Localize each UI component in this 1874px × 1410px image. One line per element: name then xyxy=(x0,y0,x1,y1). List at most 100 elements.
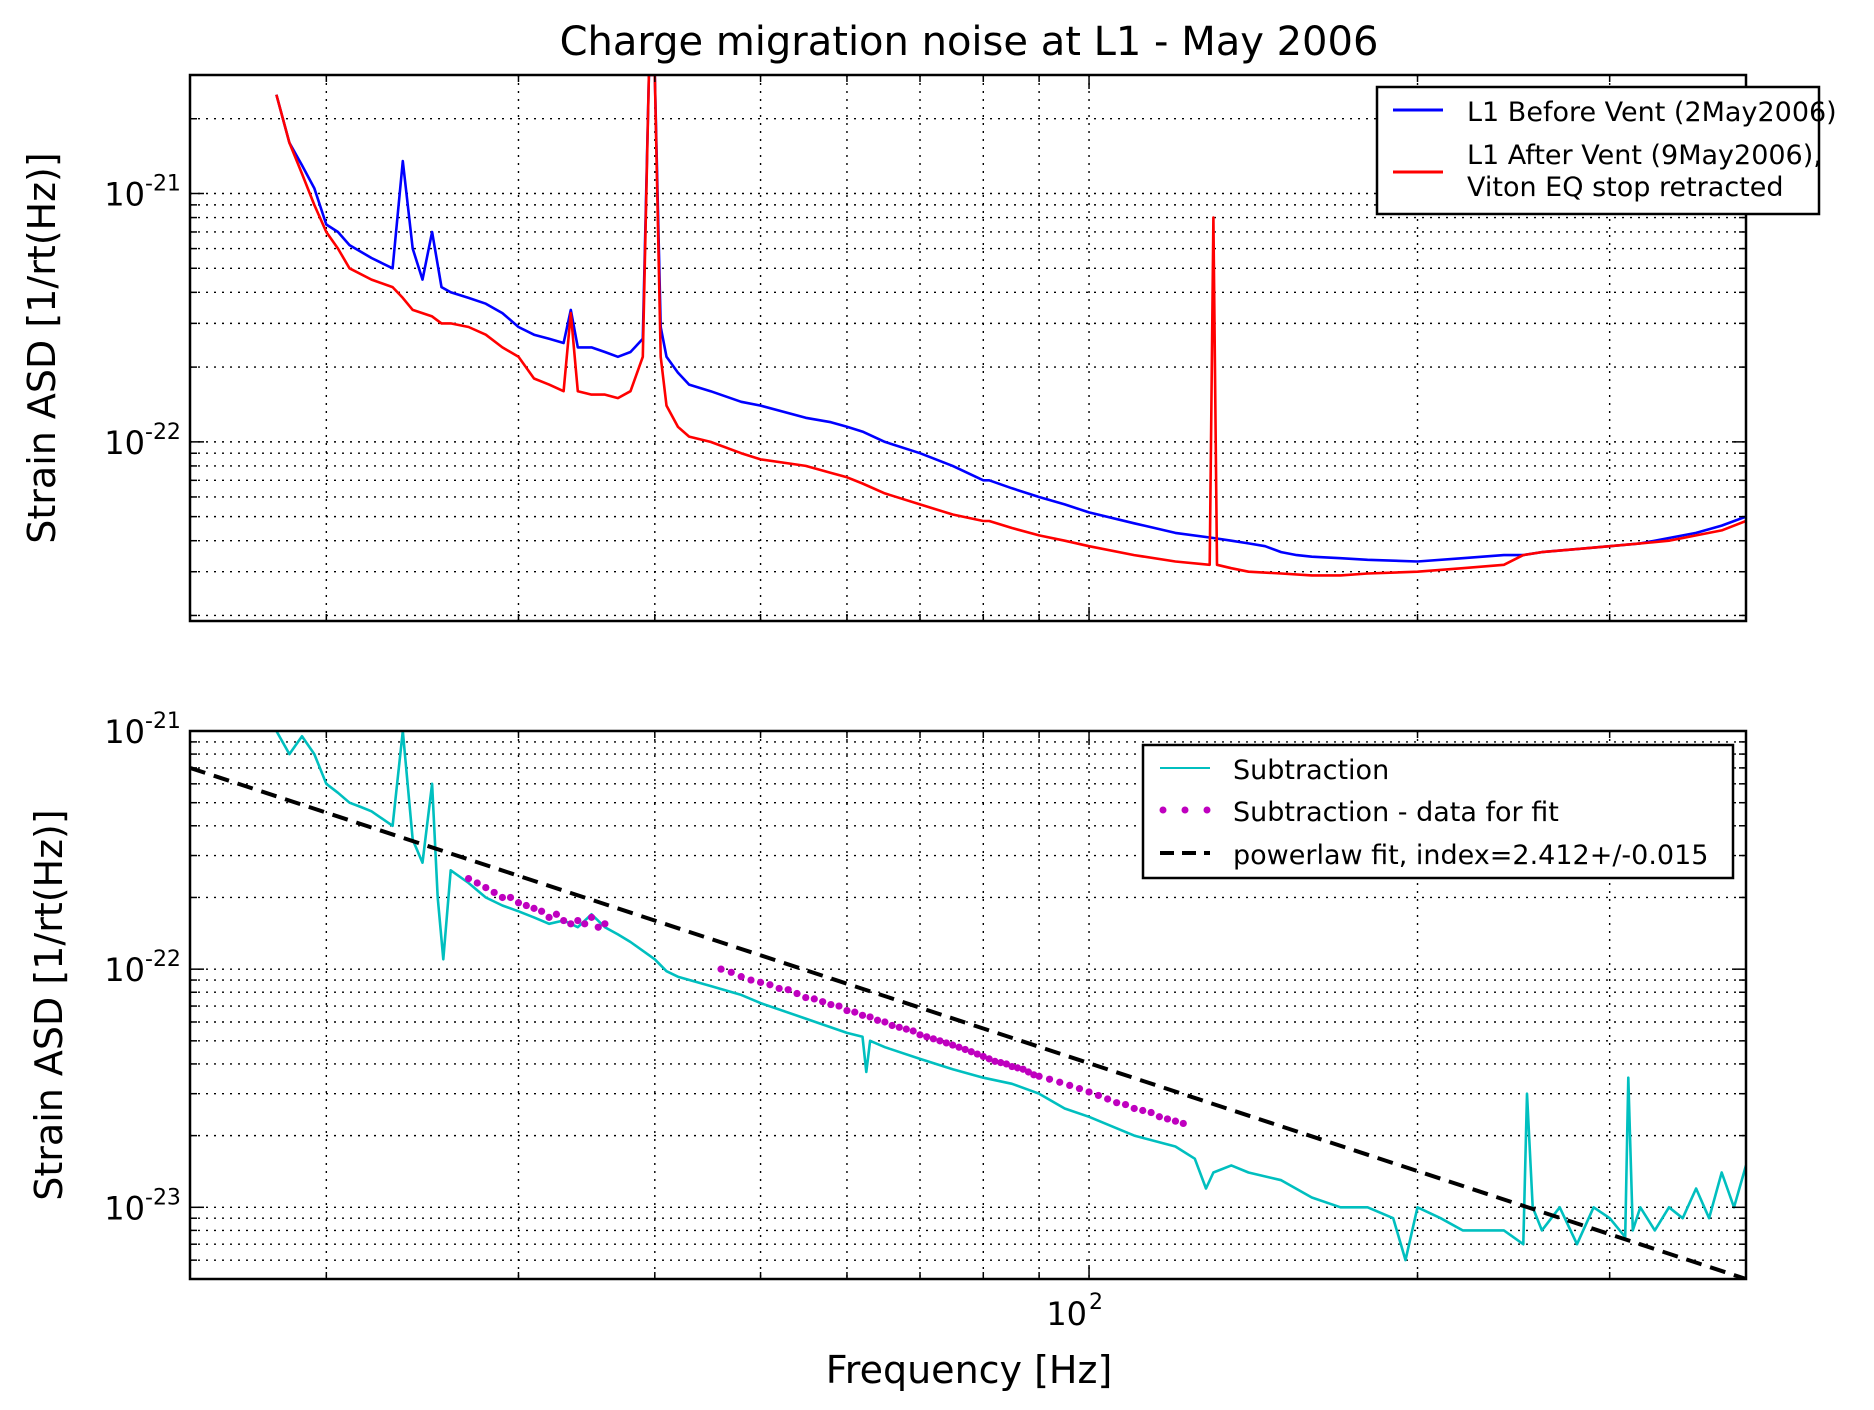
fit-data-point xyxy=(991,1057,999,1065)
fit-data-point xyxy=(967,1048,975,1056)
fit-data-point xyxy=(1155,1113,1163,1121)
top-legend-frame xyxy=(1375,85,1821,216)
series-line-0-0 xyxy=(275,75,1746,563)
fit-data-point xyxy=(756,978,765,986)
fit-data-point xyxy=(1171,1117,1180,1125)
fit-data-point xyxy=(581,920,589,928)
fit-data-point xyxy=(1139,1106,1147,1115)
fit-data-point xyxy=(1066,1081,1074,1090)
top-legend-label-after: L1 After Vent (9May2006), Viton EQ stop r… xyxy=(1467,140,1822,203)
fit-data-point xyxy=(1121,1100,1130,1109)
fit-data-point xyxy=(873,1016,882,1024)
bot-y-tick-label: 10 -21 xyxy=(104,709,181,751)
fit-data-point xyxy=(819,998,827,1006)
fit-data-point xyxy=(1045,1075,1054,1083)
bottom-series-layer xyxy=(190,731,1746,1279)
fit-data-point xyxy=(766,981,774,989)
top-y-tick-exp: -21 xyxy=(145,172,181,197)
fit-data-point xyxy=(1002,1060,1011,1068)
fit-data-point xyxy=(1147,1108,1155,1117)
fit-data-point xyxy=(802,993,810,1002)
bottom-legend-swatch-fitdata-3 xyxy=(1203,806,1211,814)
fit-data-point xyxy=(923,1033,931,1041)
fit-data-point xyxy=(1094,1091,1103,1100)
fit-data-point xyxy=(1019,1065,1027,1073)
bottom-legend-swatch-fitdata-2 xyxy=(1181,806,1189,814)
fit-data-point xyxy=(793,989,801,998)
top-series-layer xyxy=(275,75,1746,577)
bot-y-tick-base: 10 xyxy=(104,713,145,751)
fit-data-point xyxy=(1035,1072,1043,1080)
fit-data-point xyxy=(498,893,507,902)
bot-y-tick-label: 10 -22 xyxy=(104,947,181,989)
top-legend-label-before: L1 Before Vent (2May2006) xyxy=(1467,97,1837,128)
top-y-tick-label: 10 -21 xyxy=(104,172,181,214)
fit-data-point xyxy=(560,916,568,925)
top-y-tick-base: 10 xyxy=(104,176,145,214)
fit-data-point xyxy=(490,888,498,897)
bottom-plot-frame xyxy=(188,729,1748,1281)
top-y-axis-label: Strain ASD [1/rt(Hz)] xyxy=(20,152,64,543)
fit-data-point xyxy=(784,986,792,994)
bot-x-tick-exp: 2 xyxy=(1089,1290,1103,1315)
fit-data-point xyxy=(1130,1104,1138,1113)
fit-data-point xyxy=(545,913,553,921)
series-line-1-2 xyxy=(190,765,1746,1279)
fit-data-point xyxy=(902,1025,910,1033)
fit-data-point xyxy=(1179,1119,1187,1128)
fit-data-point xyxy=(881,1018,889,1026)
fit-data-point xyxy=(858,1011,867,1019)
fit-data-point xyxy=(1104,1095,1112,1103)
bottom-legend-label-subtraction: Subtraction xyxy=(1233,755,1389,786)
series-1-1-points xyxy=(464,875,1187,1128)
fit-data-point xyxy=(835,1002,843,1010)
fit-data-point xyxy=(985,1055,993,1063)
fit-data-point xyxy=(942,1039,950,1047)
fit-data-point xyxy=(810,995,818,1003)
fit-data-point xyxy=(574,916,582,925)
bot-y-tick-base: 10 xyxy=(104,951,145,989)
fit-data-point xyxy=(909,1027,917,1035)
top-gridlines xyxy=(190,74,1746,621)
fit-data-point xyxy=(1008,1062,1016,1071)
bot-y-tick-base: 10 xyxy=(104,1189,145,1227)
fit-data-point xyxy=(538,907,546,915)
bottom-legend: Subtraction Subtraction - data for fit p… xyxy=(1141,743,1735,880)
fit-data-point xyxy=(851,1008,859,1016)
bottom-legend-swatch-fitdata-1 xyxy=(1159,806,1167,814)
fit-data-point xyxy=(514,899,523,907)
fit-data-point xyxy=(727,968,735,976)
fit-data-point xyxy=(1024,1068,1033,1076)
fit-data-point xyxy=(1013,1064,1022,1072)
fit-data-point xyxy=(737,973,745,981)
fit-data-point xyxy=(997,1059,1005,1067)
fit-data-point xyxy=(775,984,783,993)
fit-data-point xyxy=(888,1021,896,1030)
fit-data-point xyxy=(949,1041,957,1049)
fit-data-point xyxy=(1085,1088,1093,1096)
bottom-legend-label-fit: powerlaw fit, index=2.412+/-0.015 xyxy=(1233,840,1708,871)
bot-y-tick-exp: -23 xyxy=(145,1185,181,1210)
fit-data-point xyxy=(552,910,561,918)
fit-data-point xyxy=(482,884,490,892)
top-y-tick-base: 10 xyxy=(104,424,145,462)
bottom-tick-marks xyxy=(190,730,1746,1279)
fit-data-point xyxy=(1075,1085,1084,1093)
bottom-legend-label-fitdata: Subtraction - data for fit xyxy=(1233,797,1559,828)
series-line-0-1 xyxy=(275,75,1746,577)
fit-data-point xyxy=(464,875,473,883)
bottom-y-axis-label: Strain ASD [1/rt(Hz)] xyxy=(27,809,71,1200)
fit-data-point xyxy=(717,965,725,973)
fit-data-point xyxy=(587,913,596,921)
fit-data-point xyxy=(1113,1099,1121,1107)
bottom-legend-frame xyxy=(1141,743,1735,880)
fit-data-point xyxy=(895,1023,903,1031)
bot-x-tick-label: 10 2 xyxy=(1046,1290,1103,1333)
fit-data-point xyxy=(916,1031,924,1039)
fit-data-point xyxy=(1163,1115,1172,1123)
